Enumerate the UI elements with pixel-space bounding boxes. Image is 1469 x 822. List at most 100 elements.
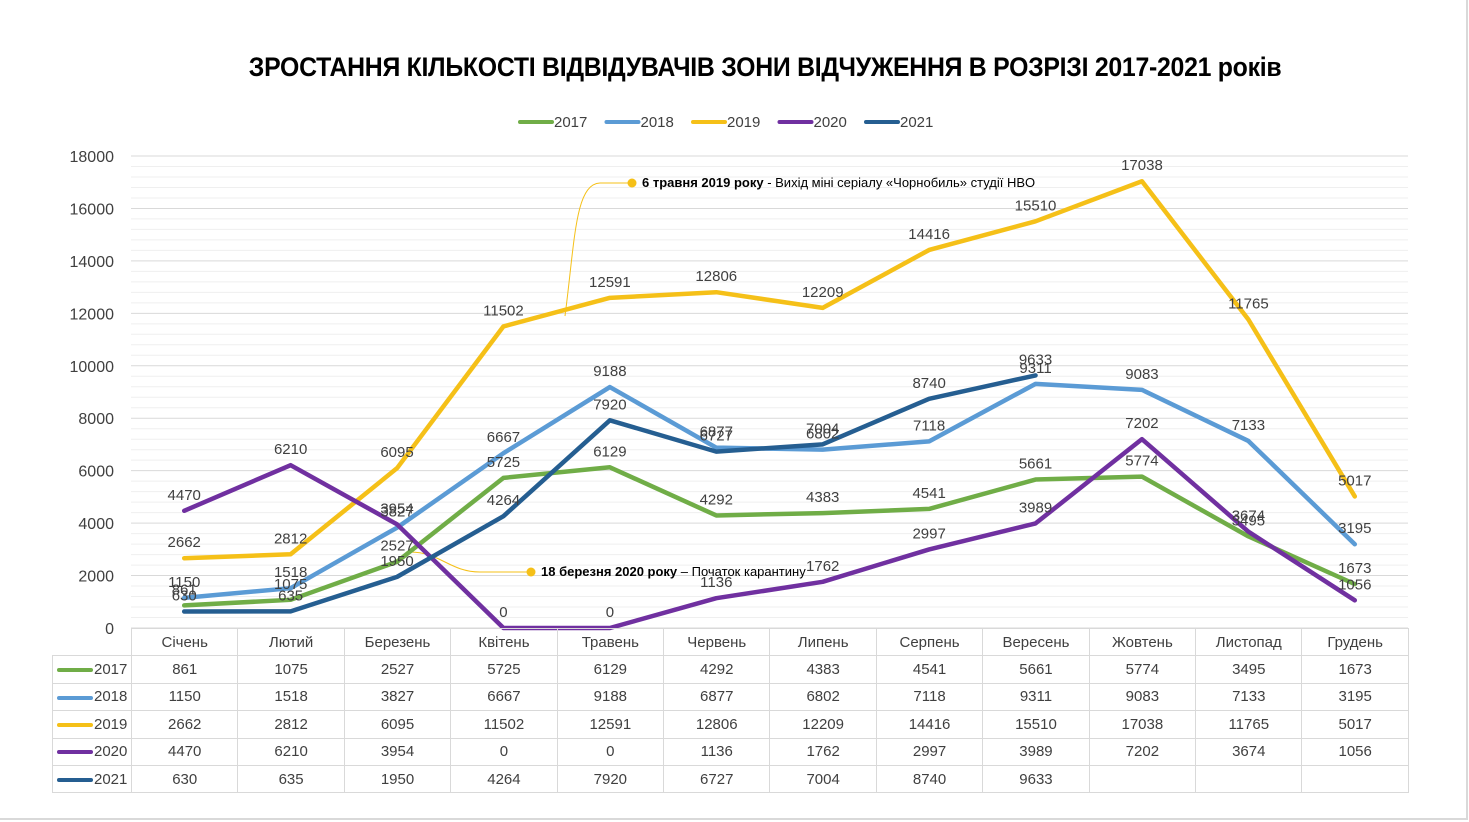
annotation-marker [627, 178, 637, 188]
table-cell: 1673 [1301, 655, 1409, 684]
y-tick-label: 8000 [78, 411, 114, 428]
table-cell: 8740 [875, 764, 984, 794]
data-label: 17038 [1121, 157, 1163, 174]
data-label: 14416 [908, 226, 950, 243]
table-cell: 1950 [343, 764, 452, 794]
data-label: 7920 [593, 396, 626, 413]
table-cell: 11502 [450, 710, 558, 739]
table-cell: 1056 [1301, 737, 1409, 766]
series-key-label: 2018 [94, 688, 128, 706]
category-header: Серпень [875, 627, 984, 657]
data-label: 1518 [274, 564, 307, 581]
series-line-2017 [181, 465, 1358, 608]
table-cell: 5661 [982, 655, 1090, 684]
table-cell: 6129 [556, 655, 665, 684]
table-cell: 630 [130, 764, 239, 794]
table-row: 2021 630 635 1950 4264 7920 6727 7004 8740 9633 [52, 764, 1409, 794]
data-label: 12591 [589, 274, 631, 291]
data-label: 3989 [1019, 499, 1052, 516]
annotation-leader [409, 551, 531, 573]
table-cell: 1150 [130, 682, 239, 712]
table-header-row: Січень Лютий Березень Квітень Травень Червень… [52, 627, 1409, 657]
data-label: 3195 [1338, 520, 1371, 537]
table-corner [52, 628, 132, 657]
data-label: 635 [278, 587, 303, 604]
series-key-label: 2019 [94, 715, 128, 733]
table-cell: 4541 [875, 655, 984, 684]
category-header: Червень [663, 627, 771, 657]
data-label: 7118 [913, 417, 945, 434]
data-label: 861 [172, 581, 197, 598]
table-cell: 2997 [875, 737, 984, 766]
table-cell: 11765 [1195, 710, 1303, 739]
data-label: 11765 [1228, 295, 1269, 312]
data-label: 9311 [1019, 360, 1051, 377]
annotation-hbo: 6 травня 2019 року - Вихід міні серіалу … [642, 175, 1035, 190]
data-label: 7133 [1232, 417, 1265, 434]
data-label: 5725 [487, 454, 520, 471]
data-label: 7202 [1125, 415, 1158, 432]
category-header: Березень [343, 627, 452, 657]
data-label: 1075 [274, 576, 307, 593]
data-label: 2997 [912, 525, 945, 542]
series-line-2019 [181, 178, 1358, 561]
series-key-swatch [57, 777, 93, 782]
table-cell: 15510 [982, 710, 1090, 739]
table-row: 2017 861 1075 2527 5725 6129 4292 4383 4541 5661 5… [52, 655, 1409, 684]
table-cell: 3674 [1195, 737, 1303, 766]
data-label: 0 [499, 604, 507, 621]
series-key-swatch [57, 750, 93, 755]
category-header: Листопад [1195, 627, 1303, 657]
annotation-marker [526, 567, 536, 577]
table-cell: 5725 [450, 655, 558, 684]
data-table: Січень Лютий Березень Квітень Травень Червень… [52, 627, 1409, 794]
category-header: Грудень [1301, 627, 1409, 657]
data-label: 12209 [802, 284, 844, 301]
annotation-quarantine: 18 березня 2020 року – Початок карантину [541, 564, 806, 579]
table-cell: 9083 [1088, 682, 1197, 712]
data-label: 1673 [1338, 560, 1371, 577]
data-label: 1056 [1338, 576, 1371, 593]
series-line-2021 [181, 373, 1038, 614]
series-key-swatch [57, 668, 93, 673]
table-cell: 6095 [343, 710, 452, 739]
table-cell: 0 [450, 737, 558, 766]
data-label: 3495 [1232, 512, 1265, 529]
series-key-swatch [57, 722, 93, 727]
data-label: 11502 [483, 302, 524, 319]
gridlines [131, 155, 1408, 629]
category-header: Травень [556, 627, 665, 657]
table-cell: 2527 [343, 655, 452, 684]
data-label: 6877 [700, 424, 733, 441]
data-label: 6095 [380, 444, 413, 461]
data-label: 9188 [593, 363, 626, 380]
table-cell: 4470 [130, 737, 239, 766]
table-row: 2019 2662 2812 6095 11502 12591 12806 12209 1441… [52, 710, 1409, 739]
series-key: 2020 [52, 737, 132, 766]
table-cell: 7118 [875, 682, 984, 712]
table-cell: 6877 [663, 682, 771, 712]
table-cell: 7202 [1088, 737, 1197, 766]
data-label: 630 [172, 587, 197, 604]
data-label: 6802 [806, 426, 839, 443]
data-label: 4541 [912, 485, 945, 502]
chart-title: ЗРОСТАННЯ КІЛЬКОСТІ ВІДВІДУВАЧІВ ЗОНИ ВІ… [248, 52, 1282, 82]
legend-label: 2020 [814, 114, 847, 131]
category-header: Квітень [450, 627, 558, 657]
data-label: 6129 [593, 443, 626, 460]
series-key-swatch [57, 695, 93, 700]
table-cell: 17038 [1088, 710, 1197, 739]
data-label: 0 [606, 604, 614, 621]
data-label: 3827 [380, 504, 413, 521]
y-tick-label: 10000 [70, 359, 115, 376]
series-key-label: 2021 [94, 770, 128, 788]
table-cell: 1136 [663, 737, 771, 766]
table-cell [1088, 764, 1197, 794]
category-header: Січень [130, 627, 239, 657]
data-label: 4292 [700, 491, 733, 508]
y-tick-label: 18000 [70, 149, 115, 166]
table-cell: 6727 [663, 764, 771, 794]
legend-label: 2018 [641, 114, 674, 131]
